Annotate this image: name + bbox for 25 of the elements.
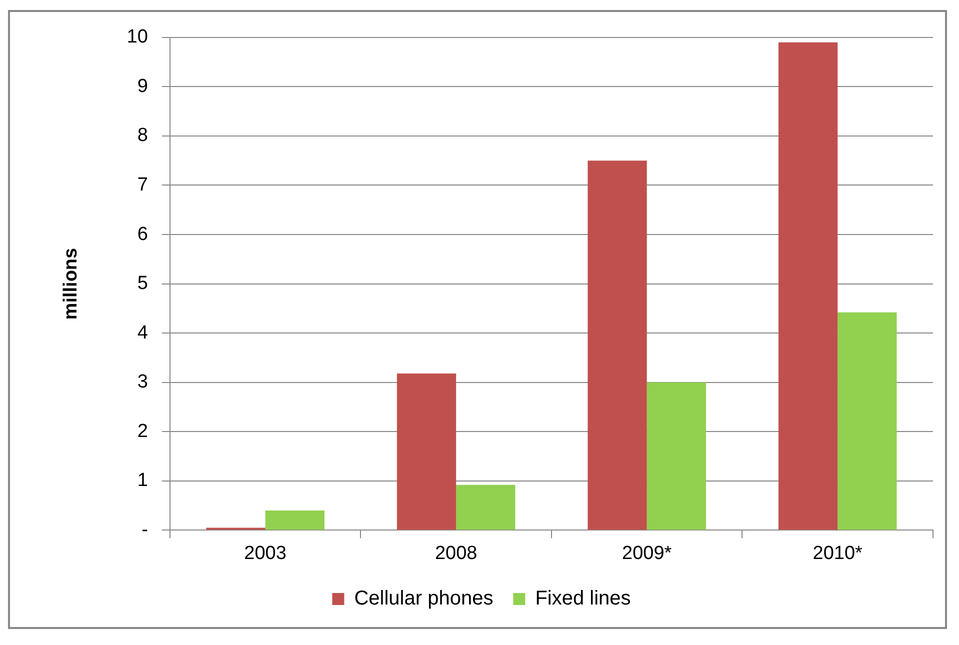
legend-label: Fixed lines — [535, 588, 631, 610]
y-tick-label: 10 — [126, 26, 148, 48]
y-tick-label: 6 — [137, 224, 148, 245]
x-tick-label: 2009* — [622, 542, 672, 564]
y-tick-label: 4 — [137, 322, 148, 344]
bar — [778, 42, 838, 530]
y-tick-label: 3 — [137, 372, 148, 393]
bar — [646, 382, 706, 530]
bar — [588, 160, 647, 530]
y-tick-label: - — [142, 519, 148, 540]
y-tick-label: 8 — [137, 125, 148, 146]
y-tick-label: 9 — [137, 76, 148, 97]
x-tick-label: 2010* — [812, 542, 864, 564]
y-tick-label: 5 — [137, 273, 148, 294]
x-tick-label: 2008 — [434, 542, 478, 564]
y-axis-title: millions — [60, 248, 82, 320]
y-tick-label: 2 — [137, 420, 148, 442]
legend-label: Cellular phones — [354, 588, 494, 610]
x-tick-label: 2003 — [244, 542, 286, 564]
bar — [265, 510, 324, 530]
bar — [456, 484, 516, 530]
bar — [396, 373, 456, 530]
y-tick-label: 1 — [137, 470, 148, 492]
bar — [838, 312, 897, 530]
y-tick-label: 7 — [137, 174, 148, 196]
